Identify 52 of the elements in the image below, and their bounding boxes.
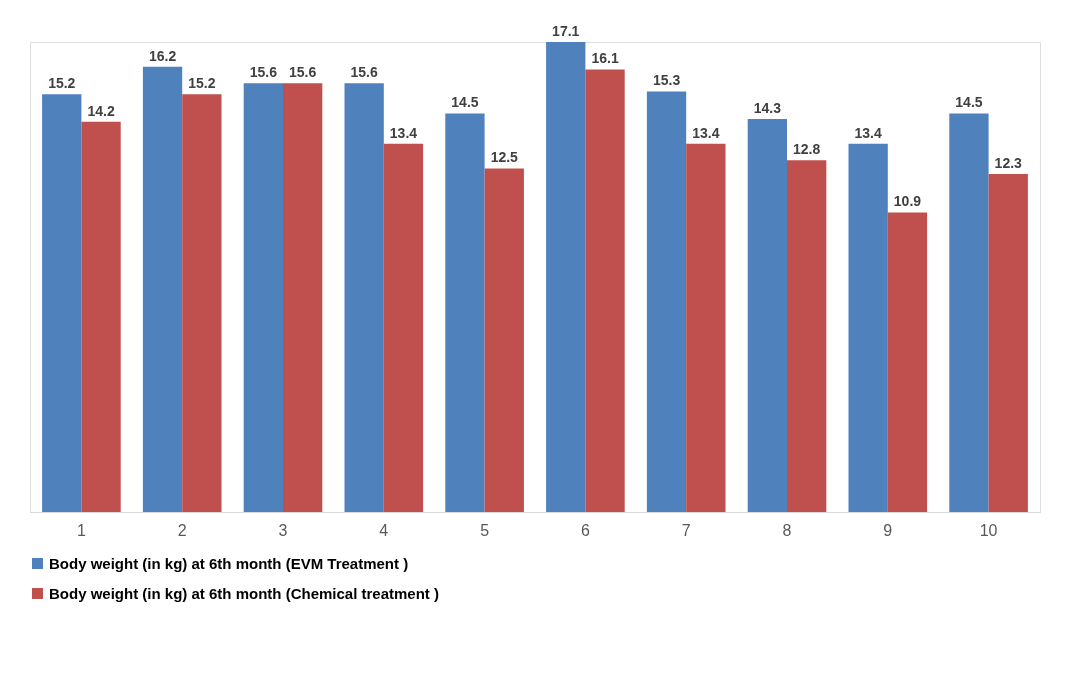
data-label: 14.3 xyxy=(753,99,782,116)
data-label: 13.4 xyxy=(389,124,418,141)
x-tick-label: 5 xyxy=(480,521,490,539)
data-label: 16.1 xyxy=(591,50,619,67)
x-tick-label: 2 xyxy=(177,521,187,539)
x-tick-label: 7 xyxy=(681,521,691,539)
bar xyxy=(686,143,726,512)
x-tick-label: 8 xyxy=(782,521,792,539)
data-label: 13.4 xyxy=(854,124,882,141)
data-label: 16.2 xyxy=(148,47,177,64)
bar xyxy=(81,121,121,512)
bar xyxy=(383,143,424,512)
bar xyxy=(646,91,687,512)
data-label: 14.2 xyxy=(87,102,115,119)
data-label: 17.1 xyxy=(552,23,580,39)
data-label: 15.6 xyxy=(350,64,378,81)
x-tick-label: 3 xyxy=(278,521,288,539)
data-label: 13.4 xyxy=(692,124,720,141)
bar xyxy=(787,160,827,512)
data-label: 15.3 xyxy=(652,72,681,89)
x-tick-label: 6 xyxy=(580,521,590,539)
data-label: 12.3 xyxy=(994,154,1023,171)
legend-label: Body weight (in kg) at 6th month (EVM Treatment ) xyxy=(49,554,409,572)
legend-label: Body weight (in kg) at 6th month (Chemical treatment ) xyxy=(49,584,440,602)
bar xyxy=(848,143,888,512)
bar xyxy=(949,113,989,512)
data-label: 15.6 xyxy=(249,64,278,81)
bar xyxy=(283,83,323,512)
bar xyxy=(445,113,485,512)
bar xyxy=(747,118,787,512)
bar xyxy=(182,94,222,512)
bar xyxy=(243,83,283,512)
bar xyxy=(484,168,524,512)
x-tick-label: 10 xyxy=(979,521,998,539)
bar xyxy=(585,69,625,512)
data-label: 12.5 xyxy=(490,149,519,166)
bar xyxy=(42,94,82,512)
x-tick-label: 4 xyxy=(379,521,389,539)
data-label: 15.2 xyxy=(48,75,76,92)
data-label: 15.6 xyxy=(289,64,317,81)
x-tick-label: 1 xyxy=(76,521,86,539)
bar xyxy=(344,83,384,512)
x-tick-label: 9 xyxy=(883,521,893,539)
bar xyxy=(142,66,183,512)
data-label: 14.5 xyxy=(451,94,479,111)
bar xyxy=(546,42,586,512)
data-label: 15.2 xyxy=(188,75,216,92)
bar xyxy=(887,212,928,512)
bar xyxy=(988,173,1028,512)
data-label: 12.8 xyxy=(793,141,821,158)
data-label: 10.9 xyxy=(893,193,922,210)
data-label: 14.5 xyxy=(955,94,983,111)
